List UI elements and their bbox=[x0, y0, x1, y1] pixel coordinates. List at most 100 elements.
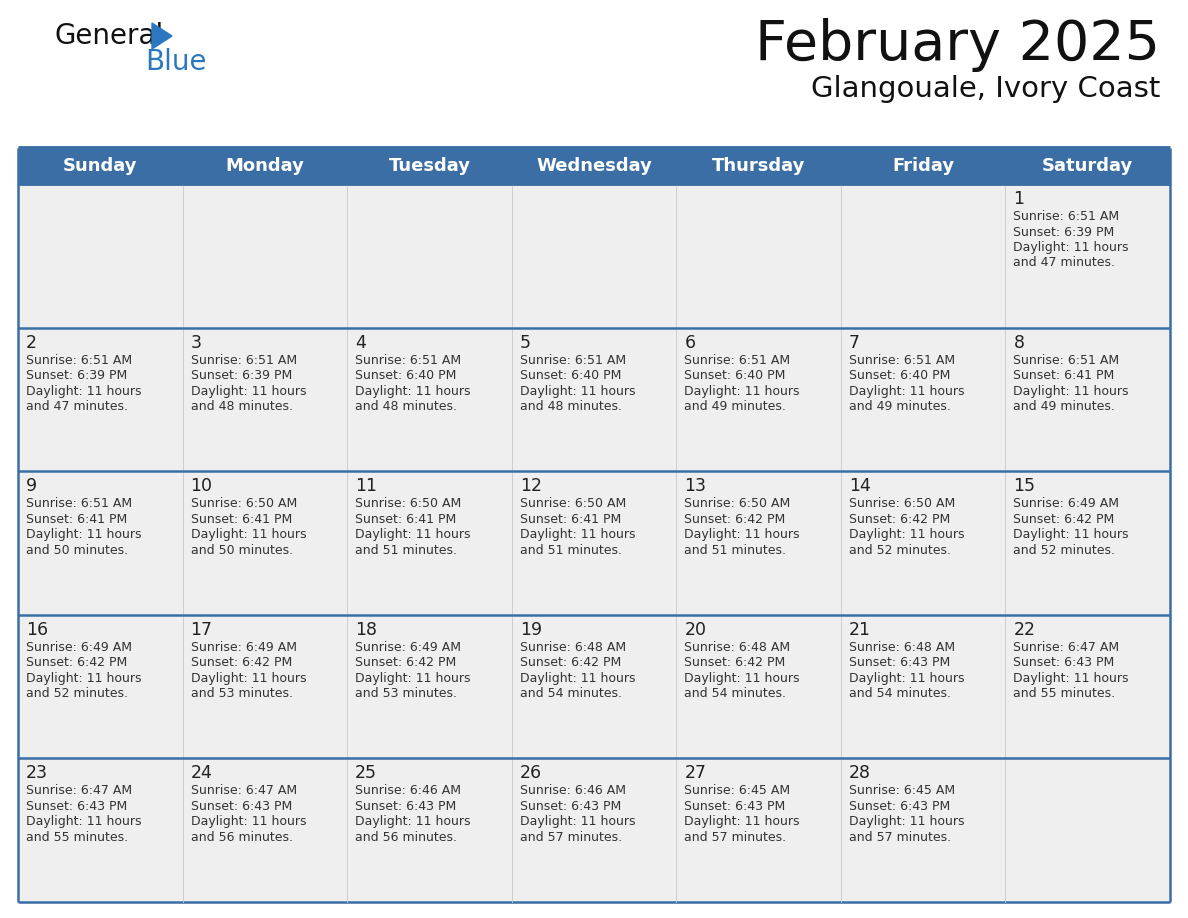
Text: Sunset: 6:43 PM: Sunset: 6:43 PM bbox=[1013, 656, 1114, 669]
Text: and 49 minutes.: and 49 minutes. bbox=[1013, 400, 1116, 413]
Bar bbox=[841, 184, 1005, 328]
Text: Thursday: Thursday bbox=[712, 157, 805, 175]
Text: 27: 27 bbox=[684, 765, 707, 782]
Text: Sunset: 6:42 PM: Sunset: 6:42 PM bbox=[684, 512, 785, 526]
Text: and 57 minutes.: and 57 minutes. bbox=[519, 831, 621, 844]
Bar bbox=[841, 471, 1005, 615]
Bar bbox=[676, 758, 841, 902]
Text: Daylight: 11 hours: Daylight: 11 hours bbox=[355, 815, 470, 828]
Text: and 56 minutes.: and 56 minutes. bbox=[355, 831, 457, 844]
Text: 16: 16 bbox=[26, 621, 49, 639]
Text: Daylight: 11 hours: Daylight: 11 hours bbox=[519, 385, 636, 397]
Bar bbox=[183, 471, 347, 615]
Bar bbox=[1005, 758, 1170, 902]
Text: Sunset: 6:39 PM: Sunset: 6:39 PM bbox=[26, 369, 127, 382]
Text: Monday: Monday bbox=[226, 157, 304, 175]
Text: Sunrise: 6:51 AM: Sunrise: 6:51 AM bbox=[355, 353, 461, 366]
Text: 2: 2 bbox=[26, 333, 37, 352]
Text: and 47 minutes.: and 47 minutes. bbox=[26, 400, 128, 413]
Text: Sunset: 6:43 PM: Sunset: 6:43 PM bbox=[519, 800, 621, 813]
Text: Sunrise: 6:51 AM: Sunrise: 6:51 AM bbox=[684, 353, 790, 366]
Text: Sunrise: 6:49 AM: Sunrise: 6:49 AM bbox=[1013, 498, 1119, 510]
Text: and 55 minutes.: and 55 minutes. bbox=[1013, 688, 1116, 700]
Bar bbox=[676, 328, 841, 471]
Text: Sunset: 6:39 PM: Sunset: 6:39 PM bbox=[190, 369, 292, 382]
Text: Daylight: 11 hours: Daylight: 11 hours bbox=[355, 672, 470, 685]
Text: Sunset: 6:41 PM: Sunset: 6:41 PM bbox=[519, 512, 621, 526]
Text: 17: 17 bbox=[190, 621, 213, 639]
Text: Sunrise: 6:50 AM: Sunrise: 6:50 AM bbox=[519, 498, 626, 510]
Bar bbox=[841, 328, 1005, 471]
Text: and 55 minutes.: and 55 minutes. bbox=[26, 831, 128, 844]
Bar bbox=[676, 471, 841, 615]
Text: and 56 minutes.: and 56 minutes. bbox=[190, 831, 292, 844]
Text: Sunrise: 6:50 AM: Sunrise: 6:50 AM bbox=[684, 498, 790, 510]
Text: Glangouale, Ivory Coast: Glangouale, Ivory Coast bbox=[810, 75, 1159, 103]
Text: Sunrise: 6:48 AM: Sunrise: 6:48 AM bbox=[519, 641, 626, 654]
Text: 6: 6 bbox=[684, 333, 695, 352]
Text: Sunrise: 6:46 AM: Sunrise: 6:46 AM bbox=[355, 784, 461, 798]
Text: Daylight: 11 hours: Daylight: 11 hours bbox=[849, 385, 965, 397]
Text: Friday: Friday bbox=[892, 157, 954, 175]
Bar bbox=[676, 184, 841, 328]
Text: and 54 minutes.: and 54 minutes. bbox=[849, 688, 950, 700]
Bar bbox=[1005, 328, 1170, 471]
Text: and 49 minutes.: and 49 minutes. bbox=[684, 400, 786, 413]
Text: Sunrise: 6:47 AM: Sunrise: 6:47 AM bbox=[1013, 641, 1119, 654]
Text: 22: 22 bbox=[1013, 621, 1036, 639]
Text: and 52 minutes.: and 52 minutes. bbox=[849, 543, 950, 556]
Text: Sunrise: 6:47 AM: Sunrise: 6:47 AM bbox=[190, 784, 297, 798]
Text: Tuesday: Tuesday bbox=[388, 157, 470, 175]
Text: and 54 minutes.: and 54 minutes. bbox=[519, 688, 621, 700]
Text: and 51 minutes.: and 51 minutes. bbox=[519, 543, 621, 556]
Text: Daylight: 11 hours: Daylight: 11 hours bbox=[26, 385, 141, 397]
Bar bbox=[347, 615, 512, 758]
Text: and 52 minutes.: and 52 minutes. bbox=[1013, 543, 1116, 556]
Text: Sunrise: 6:49 AM: Sunrise: 6:49 AM bbox=[190, 641, 297, 654]
Text: February 2025: February 2025 bbox=[756, 18, 1159, 72]
Text: and 48 minutes.: and 48 minutes. bbox=[519, 400, 621, 413]
Text: 18: 18 bbox=[355, 621, 377, 639]
Text: Sunset: 6:43 PM: Sunset: 6:43 PM bbox=[26, 800, 127, 813]
Bar bbox=[347, 328, 512, 471]
Text: Sunset: 6:43 PM: Sunset: 6:43 PM bbox=[355, 800, 456, 813]
Text: and 57 minutes.: and 57 minutes. bbox=[684, 831, 786, 844]
Text: 8: 8 bbox=[1013, 333, 1024, 352]
Text: 3: 3 bbox=[190, 333, 202, 352]
Text: Daylight: 11 hours: Daylight: 11 hours bbox=[684, 815, 800, 828]
Text: Sunrise: 6:48 AM: Sunrise: 6:48 AM bbox=[849, 641, 955, 654]
Text: Daylight: 11 hours: Daylight: 11 hours bbox=[1013, 672, 1129, 685]
Text: 11: 11 bbox=[355, 477, 377, 495]
Bar bbox=[183, 328, 347, 471]
Text: 26: 26 bbox=[519, 765, 542, 782]
Text: Sunset: 6:42 PM: Sunset: 6:42 PM bbox=[1013, 512, 1114, 526]
Text: Sunrise: 6:51 AM: Sunrise: 6:51 AM bbox=[26, 498, 132, 510]
Text: Daylight: 11 hours: Daylight: 11 hours bbox=[190, 815, 307, 828]
Text: Sunrise: 6:47 AM: Sunrise: 6:47 AM bbox=[26, 784, 132, 798]
Bar bbox=[18, 471, 183, 615]
Text: 24: 24 bbox=[190, 765, 213, 782]
Text: 4: 4 bbox=[355, 333, 366, 352]
Polygon shape bbox=[152, 23, 172, 49]
Text: Sunrise: 6:45 AM: Sunrise: 6:45 AM bbox=[849, 784, 955, 798]
Bar bbox=[183, 184, 347, 328]
Bar bbox=[347, 758, 512, 902]
Text: Daylight: 11 hours: Daylight: 11 hours bbox=[1013, 528, 1129, 542]
Bar bbox=[1005, 471, 1170, 615]
Text: Daylight: 11 hours: Daylight: 11 hours bbox=[355, 528, 470, 542]
Text: and 51 minutes.: and 51 minutes. bbox=[684, 543, 786, 556]
Text: and 49 minutes.: and 49 minutes. bbox=[849, 400, 950, 413]
Text: Daylight: 11 hours: Daylight: 11 hours bbox=[190, 528, 307, 542]
Text: Daylight: 11 hours: Daylight: 11 hours bbox=[519, 672, 636, 685]
Text: and 53 minutes.: and 53 minutes. bbox=[355, 688, 457, 700]
Text: Daylight: 11 hours: Daylight: 11 hours bbox=[519, 528, 636, 542]
Bar bbox=[1005, 184, 1170, 328]
Text: Sunset: 6:42 PM: Sunset: 6:42 PM bbox=[849, 512, 950, 526]
Bar bbox=[183, 758, 347, 902]
Bar bbox=[18, 615, 183, 758]
Text: Daylight: 11 hours: Daylight: 11 hours bbox=[849, 815, 965, 828]
Text: and 48 minutes.: and 48 minutes. bbox=[355, 400, 457, 413]
Text: Sunrise: 6:51 AM: Sunrise: 6:51 AM bbox=[190, 353, 297, 366]
Text: Sunset: 6:41 PM: Sunset: 6:41 PM bbox=[190, 512, 292, 526]
Text: Sunset: 6:42 PM: Sunset: 6:42 PM bbox=[190, 656, 292, 669]
